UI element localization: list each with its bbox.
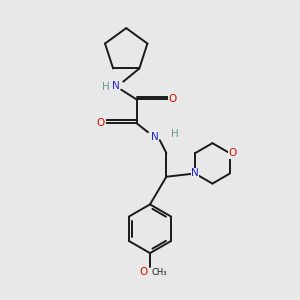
Text: N: N: [191, 169, 199, 178]
Text: O: O: [168, 94, 176, 104]
Text: O: O: [229, 148, 237, 158]
Text: N: N: [151, 132, 158, 142]
Text: H: H: [171, 129, 179, 139]
Text: O: O: [97, 118, 105, 128]
Text: CH₃: CH₃: [152, 268, 167, 277]
Text: H: H: [102, 82, 110, 92]
Text: O: O: [139, 268, 148, 278]
Text: N: N: [112, 81, 120, 91]
